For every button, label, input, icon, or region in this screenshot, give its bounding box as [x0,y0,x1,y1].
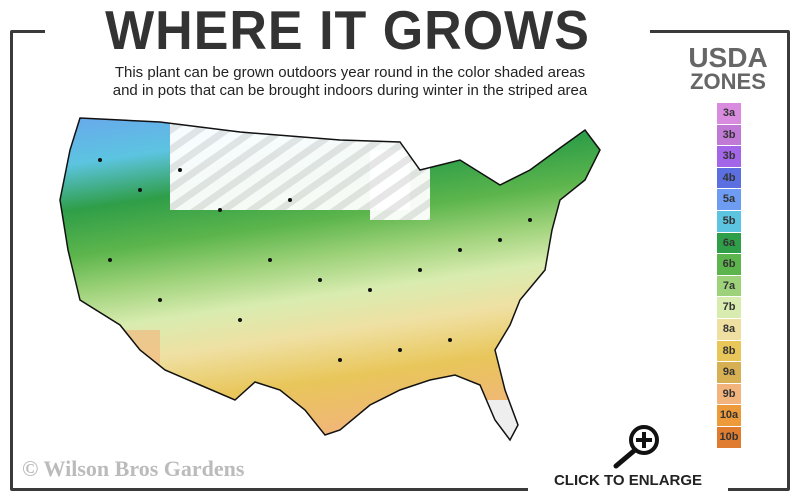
legend-zone-7b: 7b [717,297,741,318]
zone-shading [60,118,600,440]
city-dots [98,158,532,362]
legend-zone-6b: 6b [717,254,741,275]
subtitle-line-2: and in pots that can be brought indoors … [112,82,588,99]
legend-zone-6a: 6a [717,232,741,254]
legend-zone-5b: 5b [717,210,741,232]
legend-title-line-2: ZONES [690,69,766,94]
legend-title-line-1: USDA [688,42,768,73]
us-outline [59,117,601,442]
legend-zone-7a: 7a [717,275,741,297]
legend-title: USDA ZONES [676,42,780,94]
legend-zone-4b: 4b [717,167,741,189]
legend-zone-9b: 9b [717,383,741,405]
legend-zone-9a: 9a [717,362,741,383]
page-title: WHERE IT GROWS [105,0,590,62]
legend-zone-3a: 3a [717,103,741,124]
subtitle-line-1: This plant can be grown outdoors year ro… [114,64,586,81]
title-mask [45,20,650,40]
click-to-enlarge-button[interactable]: CLICK TO ENLARGE [553,472,703,489]
watermark: © Wilson Bros Gardens [22,456,245,481]
legend-zone-8a: 8a [717,318,741,340]
zone-legend: 3a 3b 3b 4b 5a 5b 6a 6b 7a 7b 8a 8b 9a 9b 10a 10b [717,103,741,449]
legend-zone-10a: 10a [717,405,741,426]
magnifier-plus-icon[interactable] [608,422,664,470]
legend-zone-10b: 10b [717,426,741,448]
usda-zone-map[interactable] [40,100,660,460]
subtitle: This plant can be grown outdoors year ro… [40,64,660,100]
legend-zone-3b: 3b [717,146,741,167]
legend-zone-5a: 5a [717,189,741,210]
legend-zone-8b: 8b [717,340,741,362]
legend-zone-3b: 3b [717,124,741,146]
enlarge-mask [528,470,728,500]
